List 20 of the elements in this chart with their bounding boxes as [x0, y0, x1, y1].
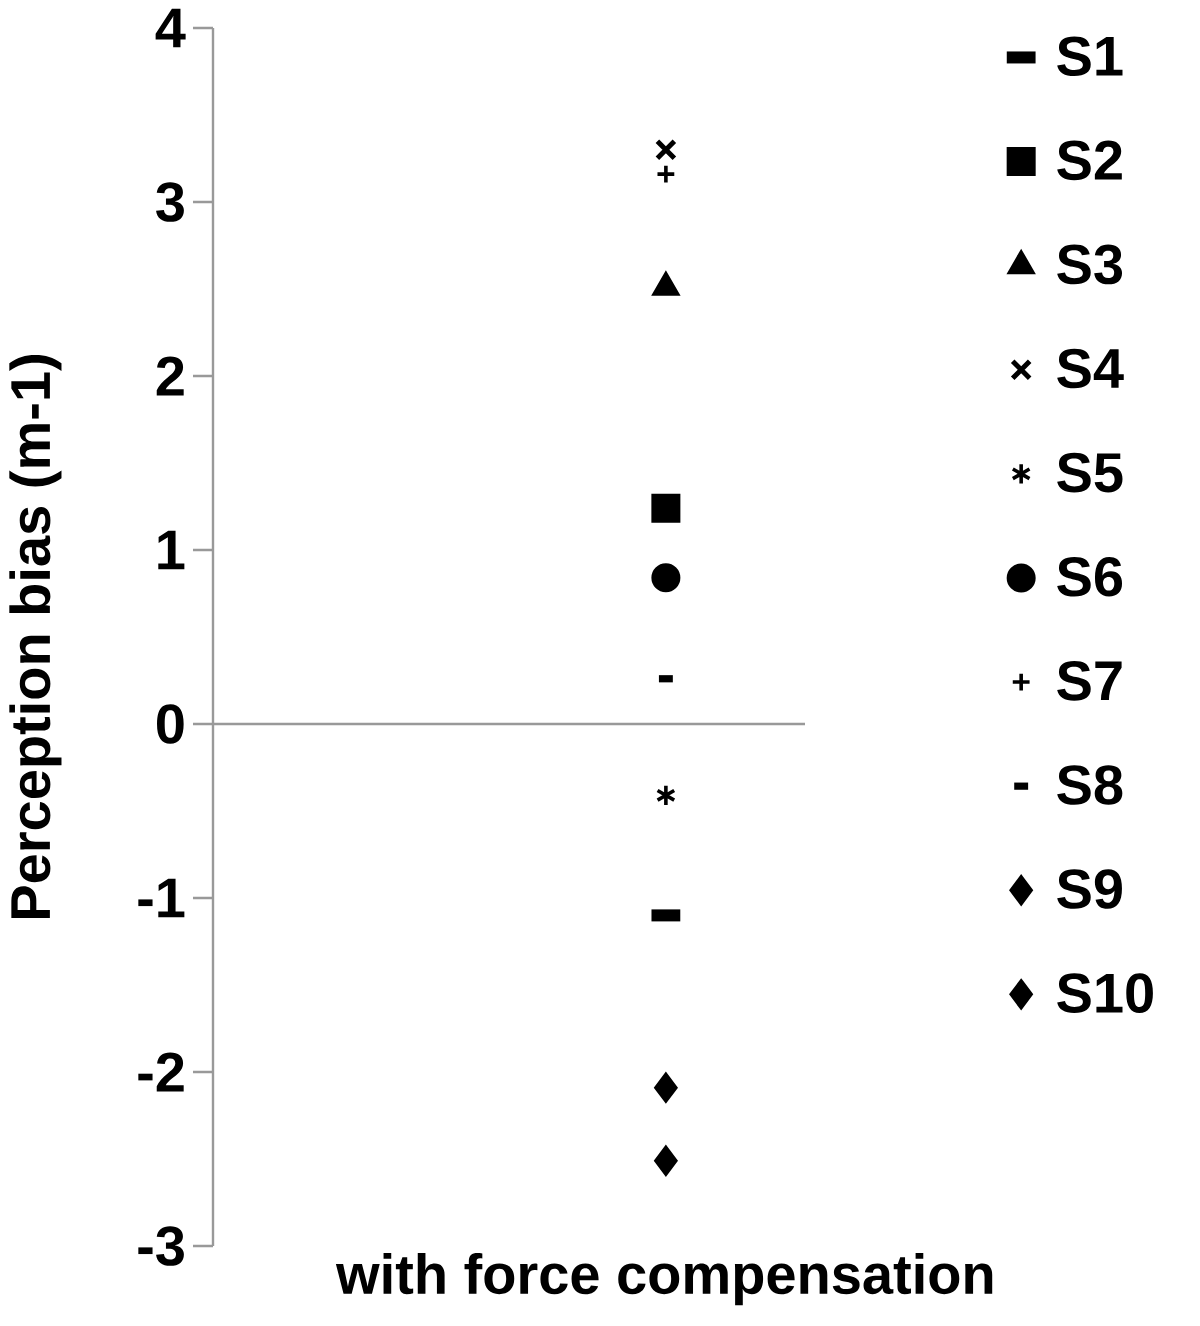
- y-tick-label: -1: [138, 878, 185, 918]
- legend-label: S5: [1057, 452, 1123, 493]
- y-tick-label: -3: [138, 1226, 184, 1266]
- y-tick-label: 2: [156, 356, 184, 396]
- legend-label: S3: [1057, 244, 1123, 285]
- y-tick-label: 3: [156, 182, 184, 222]
- legend-label: S9: [1057, 869, 1122, 909]
- y-tick-label: 1: [158, 530, 185, 570]
- legend-label: S7: [1057, 661, 1122, 701]
- legend-label: S8: [1057, 765, 1123, 805]
- y-axis-title: Perception bias (m-1): [9, 355, 62, 918]
- legend-label: S10: [1057, 973, 1153, 1013]
- y-tick-label: -2: [138, 1052, 184, 1092]
- y-tick-label: 4: [155, 8, 186, 48]
- legend-label: S6: [1057, 556, 1123, 597]
- legend-label: S2: [1057, 140, 1122, 181]
- y-tick-label: 0: [157, 704, 184, 744]
- x-tick-label: with force compensation: [335, 1253, 993, 1306]
- legend-label: S4: [1057, 348, 1124, 389]
- legend-label: S1: [1057, 36, 1123, 77]
